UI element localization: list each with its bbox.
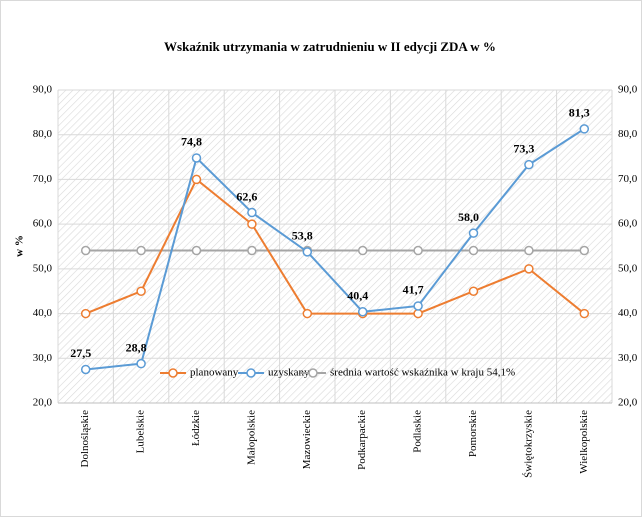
y-axis-label: w % bbox=[14, 235, 26, 257]
x-tick-label: Świętokrzyskie bbox=[522, 410, 534, 478]
y2-tick-label: 80,0 bbox=[618, 128, 638, 140]
data-label: 41,7 bbox=[403, 283, 424, 297]
y2-tick-label: 40,0 bbox=[618, 307, 638, 319]
data-label: 53,8 bbox=[292, 229, 313, 243]
marker bbox=[191, 174, 202, 185]
marker bbox=[524, 245, 534, 256]
marker bbox=[413, 301, 423, 311]
data-label: 81,3 bbox=[569, 106, 590, 120]
data-label: 58,0 bbox=[458, 210, 479, 224]
y-tick-label: 20,0 bbox=[33, 397, 53, 409]
legend-marker bbox=[246, 368, 256, 378]
x-tick-label: Łódzkie bbox=[190, 410, 202, 446]
x-tick-label: Mazowieckie bbox=[301, 410, 313, 469]
y-tick-label: 30,0 bbox=[33, 352, 53, 364]
marker bbox=[80, 245, 91, 256]
marker bbox=[579, 308, 590, 319]
data-label: 74,8 bbox=[181, 135, 202, 149]
legend-marker bbox=[168, 368, 178, 378]
y-tick-label: 70,0 bbox=[33, 173, 53, 185]
x-tick-label: Wielkopolskie bbox=[578, 410, 590, 474]
marker bbox=[247, 207, 257, 218]
marker bbox=[191, 245, 202, 256]
x-tick-label: Podkarpackie bbox=[356, 410, 368, 470]
y2-tick-label: 50,0 bbox=[618, 262, 638, 274]
data-label: 62,6 bbox=[236, 189, 257, 203]
marker bbox=[136, 358, 146, 369]
x-tick-label: Małopolskie bbox=[245, 410, 257, 465]
data-label: 40,4 bbox=[347, 289, 368, 303]
y-tick-label: 90,0 bbox=[33, 84, 53, 96]
marker bbox=[524, 159, 534, 170]
legend-label: uzyskany bbox=[268, 367, 310, 379]
y-tick-label: 40,0 bbox=[33, 307, 53, 319]
marker bbox=[413, 245, 423, 256]
marker bbox=[80, 308, 91, 319]
marker bbox=[357, 245, 368, 256]
data-label: 27,5 bbox=[70, 346, 91, 360]
marker bbox=[302, 247, 313, 257]
marker bbox=[302, 308, 313, 319]
marker bbox=[579, 245, 590, 256]
y2-tick-label: 20,0 bbox=[618, 397, 638, 409]
data-label: 73,3 bbox=[513, 141, 534, 155]
x-tick-label: Podlaskie bbox=[412, 410, 424, 453]
data-label: 28,8 bbox=[126, 340, 147, 354]
marker bbox=[136, 286, 146, 296]
marker bbox=[80, 364, 91, 375]
marker bbox=[247, 219, 257, 229]
marker bbox=[579, 124, 590, 134]
series-line bbox=[85, 177, 585, 315]
marker bbox=[247, 245, 257, 256]
y2-tick-label: 60,0 bbox=[618, 218, 638, 230]
legend-label: planowany bbox=[190, 367, 239, 379]
marker bbox=[468, 286, 479, 296]
y2-tick-label: 30,0 bbox=[618, 352, 638, 364]
series-line bbox=[85, 128, 585, 371]
legend-label: średnia wartość wskaźnika w kraju 54,1% bbox=[330, 367, 515, 379]
marker bbox=[413, 308, 423, 319]
marker bbox=[468, 228, 479, 238]
y-tick-label: 50,0 bbox=[33, 262, 53, 274]
y-tick-label: 80,0 bbox=[33, 128, 53, 140]
marker bbox=[357, 307, 368, 317]
chart-title: Wskaźnik utrzymania w zatrudnieniu w II … bbox=[164, 39, 496, 54]
x-tick-label: Lubelskie bbox=[135, 410, 147, 453]
marker bbox=[136, 245, 146, 256]
y2-tick-label: 90,0 bbox=[618, 84, 638, 96]
x-tick-label: Pomorskie bbox=[467, 410, 479, 457]
marker bbox=[468, 245, 479, 256]
y2-tick-label: 70,0 bbox=[618, 173, 638, 185]
y-tick-label: 60,0 bbox=[33, 218, 53, 230]
legend-marker bbox=[308, 368, 318, 378]
marker bbox=[524, 264, 534, 274]
x-tick-label: Dolnośląskie bbox=[79, 410, 91, 468]
marker bbox=[191, 153, 202, 163]
